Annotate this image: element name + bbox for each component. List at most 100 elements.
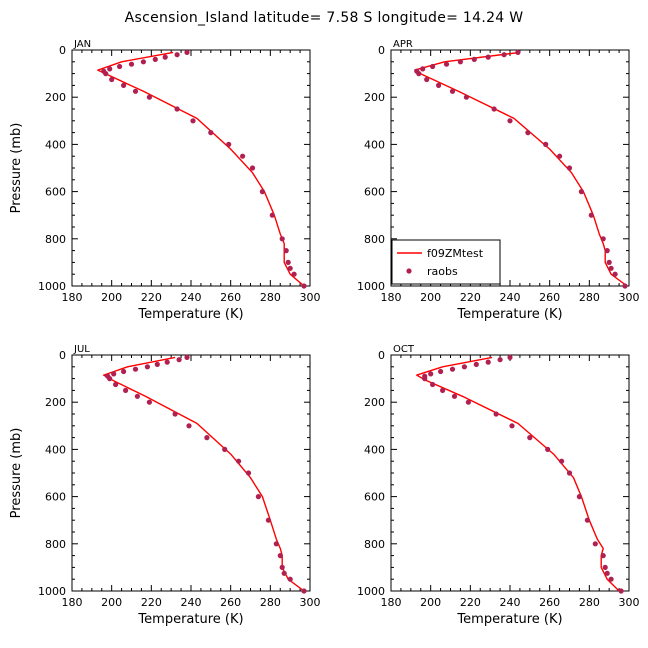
obs-point (576, 494, 583, 500)
y-tick-label: 0 (59, 44, 66, 57)
x-tick-label: 200 (420, 291, 441, 304)
panel-jan: 180 200 220 240 260 280 300 0 200 400 600 800 1000 Te… (9, 39, 321, 322)
obs-point (265, 517, 271, 523)
obs-point (606, 259, 612, 265)
y-tick-label: 600 (45, 491, 66, 504)
obs-point (449, 88, 456, 94)
plot-frame (71, 49, 311, 287)
x-tick-label: 300 (300, 291, 321, 304)
obs-point (285, 259, 291, 265)
obs-point (109, 76, 115, 83)
obs-point (509, 423, 515, 429)
x-tick-label: 280 (579, 596, 600, 609)
obs-point (600, 236, 606, 242)
model-line (97, 51, 305, 287)
y-tick-label: 400 (364, 138, 385, 151)
x-tick-label: 180 (381, 596, 402, 609)
obs-point (461, 364, 467, 370)
legend-marker-swatch (406, 268, 412, 274)
x-tick-label: 260 (539, 596, 560, 609)
y-tick-label: 800 (45, 233, 66, 246)
obs-point (584, 517, 591, 523)
obs-point (236, 458, 242, 464)
obs-point (259, 189, 265, 195)
x-axis-label: Temperature (K) (137, 612, 243, 627)
panel-label-jul: JUL (73, 344, 90, 355)
obs-point (471, 56, 477, 63)
obs-point (559, 458, 565, 464)
y-tick-label: 800 (364, 538, 385, 551)
y-tick-label: 1000 (38, 280, 66, 293)
obs-point (473, 361, 479, 367)
obs-point (588, 212, 594, 218)
x-tick-label: 200 (101, 596, 122, 609)
obs-point (186, 423, 192, 429)
obs-point (255, 494, 261, 500)
obs-point (600, 553, 606, 559)
obs-point (485, 54, 491, 60)
obs-point (438, 368, 444, 375)
legend-box (391, 239, 501, 285)
obs-point (164, 359, 170, 365)
y-tick-label: 600 (364, 491, 385, 504)
obs-point (269, 212, 275, 218)
panel-apr: 180 200 220 240 260 280 300 0 200 400 600 800 1000 Te… (357, 39, 640, 322)
y-tick-label: 800 (364, 233, 385, 246)
panels: 180 200 220 240 260 280 300 0 200 400 600 800 1000 Te… (9, 39, 640, 627)
obs-point (111, 371, 117, 377)
obs-point (132, 88, 139, 94)
obs-point (134, 393, 140, 399)
x-tick-label: 300 (619, 596, 640, 609)
obs-point (515, 49, 521, 56)
obs-point (566, 470, 573, 476)
x-tick-label: 260 (220, 596, 241, 609)
obs-point (608, 576, 614, 582)
y-tick-label: 800 (45, 538, 66, 551)
obs-point (107, 376, 113, 382)
obs-point (527, 435, 533, 441)
obs-point (557, 153, 563, 159)
obs-point (493, 411, 499, 417)
model-line (416, 356, 620, 592)
obs-point (440, 387, 446, 393)
obs-point (497, 357, 503, 363)
obs-point (436, 82, 442, 88)
y-tick-label: 200 (364, 91, 385, 104)
obs-point (146, 94, 152, 100)
obs-point (592, 541, 598, 547)
obs-point (283, 248, 289, 254)
y-tick-label: 0 (378, 44, 385, 57)
figure-title: Ascension_Island latitude= 7.58 S longit… (125, 10, 524, 26)
y-tick-label: 400 (364, 443, 385, 456)
obs-point (507, 354, 513, 360)
obs-point (451, 393, 458, 399)
obs-point (222, 446, 228, 452)
obs-point (146, 399, 152, 405)
x-tick-label: 180 (62, 291, 83, 304)
obs-point (449, 366, 456, 372)
obs-point (172, 411, 178, 417)
x-tick-label: 240 (181, 291, 202, 304)
obs-point (204, 435, 210, 441)
obs-point (273, 541, 279, 547)
obs-point (622, 283, 628, 289)
y-tick-label: 600 (364, 186, 385, 199)
obs-point (107, 66, 113, 72)
obs-point (123, 387, 129, 393)
obs-point (176, 357, 182, 363)
y-tick-label: 200 (45, 91, 66, 104)
x-tick-label: 280 (260, 596, 281, 609)
obs-point (287, 265, 293, 271)
legend-label-obs: raobs (427, 265, 458, 278)
obs-point (208, 130, 214, 136)
x-tick-label: 300 (619, 291, 640, 304)
obs-point (174, 106, 180, 112)
legend: f09ZMtest raobs (391, 239, 501, 285)
obs-point (543, 141, 549, 147)
obs-point (422, 376, 428, 382)
obs-point (578, 189, 585, 195)
obs-point (485, 359, 491, 365)
obs-point (279, 564, 285, 571)
obs-point (507, 118, 513, 124)
